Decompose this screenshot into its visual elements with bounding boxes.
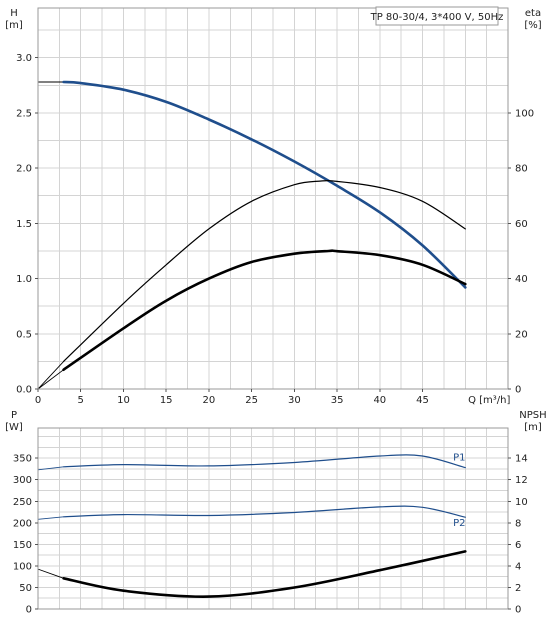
y-tick-label: 1.5 [16,219,32,230]
x-tick-label: 30 [288,395,301,406]
x-tick-label: 40 [373,395,386,406]
x-tick-label: 15 [160,395,173,406]
y-tick-label: 0.0 [16,385,32,396]
y-tick-label: 200 [13,518,32,529]
y-axis-label: P [11,410,17,421]
curve-extension [37,516,64,520]
y-right-tick-label: 12 [515,475,528,486]
y-right-tick-label: 4 [515,561,521,572]
top-grid [38,8,508,389]
series-line-0-1 [63,180,466,362]
y-right-tick-label: 0 [515,385,521,396]
curve-extension [37,369,64,390]
y-right-tick-label: 14 [515,454,528,465]
y-tick-label: 0 [26,605,32,616]
y-right-tick-label: 6 [515,540,521,551]
top-plot-frame [37,7,509,390]
bottom-grid [38,428,508,609]
y-right-tick-label: 40 [515,274,528,285]
x-tick-label: 25 [245,395,258,406]
y-right-axis-label: [m] [524,422,542,433]
y-axis-label: H [10,8,18,19]
y-right-tick-label: 2 [515,583,521,594]
y-tick-label: 1.0 [16,274,32,285]
curve-extension [37,466,64,471]
x-tick-label: 5 [78,395,84,406]
curve-extension [37,361,64,390]
y-tick-label: 50 [19,583,32,594]
curve-extension [37,568,64,579]
series-label: P2 [453,518,465,529]
series-line-1-2 [62,550,467,598]
y-tick-label: 3.0 [16,53,32,64]
series-line-0-2 [62,249,467,371]
y-tick-label: 250 [13,497,32,508]
y-right-tick-label: 60 [515,219,528,230]
series-line-0-0 [62,80,467,289]
y-right-tick-label: 0 [515,605,521,616]
y-right-axis-label: [%] [524,20,541,31]
y-right-axis-label: eta [525,8,541,19]
x-axis-label: Q [m³/h] [468,395,510,406]
y-tick-label: 100 [13,561,32,572]
x-tick-label: 45 [416,395,429,406]
y-axis-label: [m] [5,20,23,31]
series-line-1-1 [63,505,466,518]
y-right-tick-label: 100 [515,108,534,119]
series-line-1-0 [63,454,466,469]
power-npsh-panel: P1 P2 0 50 100 150 200 250 300 350 0 2 4 6 8 10 12 14 P[W… [5,410,547,616]
y-right-tick-label: 20 [515,329,528,340]
chart-title: TP 80-30/4, 3*400 V, 50Hz [370,12,504,23]
head-efficiency-panel: 0.0 0.5 1.0 1.5 2.0 2.5 3.0 0 20 40 60 80 100 0 5 10 15 2… [5,6,542,406]
chart-title-box: TP 80-30/4, 3*400 V, 50Hz [370,6,504,26]
y-right-tick-label: 8 [515,518,521,529]
x-tick-label: 20 [203,395,216,406]
x-tick-label: 10 [117,395,130,406]
x-tick-label: 35 [331,395,344,406]
y-tick-label: 150 [13,540,32,551]
y-tick-label: 350 [13,454,32,465]
top-axes: 0.0 0.5 1.0 1.5 2.0 2.5 3.0 0 20 40 60 80 100 0 5 10 15 2… [5,8,542,406]
y-tick-label: 300 [13,475,32,486]
top-curves [37,80,467,390]
y-tick-label: 2.0 [16,164,32,175]
y-axis-label: [W] [5,422,23,433]
bottom-plot-frame [37,427,509,610]
y-right-axis-label: NPSH [519,410,546,421]
x-tick-label: 0 [35,395,41,406]
bottom-curves: P1 P2 [37,452,467,598]
series-label: P1 [453,452,465,463]
y-tick-label: 2.5 [16,108,32,119]
bottom-axes: 0 50 100 150 200 250 300 350 0 2 4 6 8 10 12 14 P[W] NPSH… [5,410,547,616]
y-right-tick-label: 80 [515,164,528,175]
y-right-tick-label: 10 [515,497,528,508]
y-tick-label: 0.5 [16,329,32,340]
